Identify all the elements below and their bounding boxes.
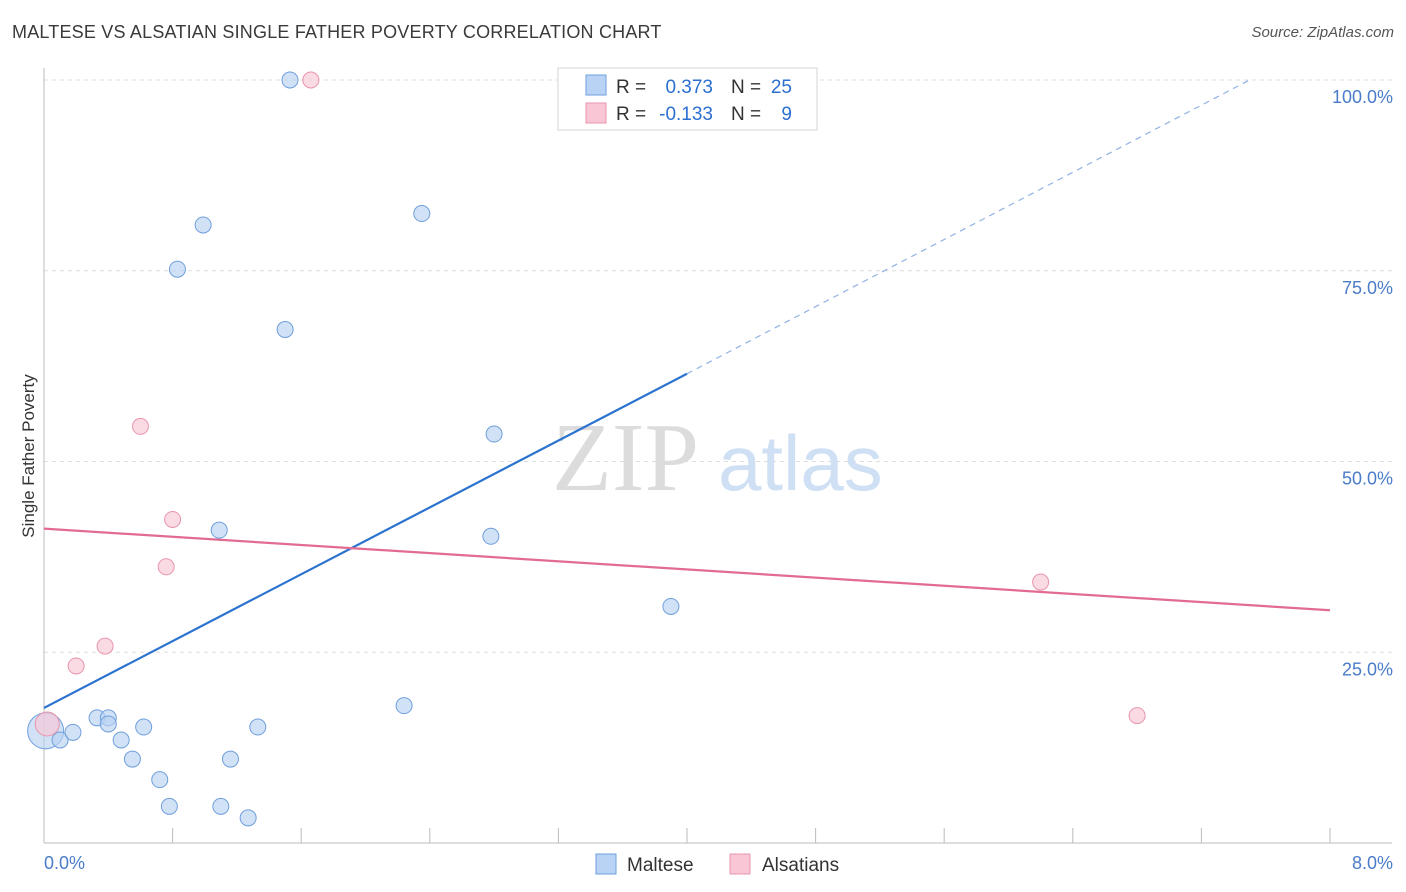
x-tick-label-min: 0.0% bbox=[44, 853, 85, 873]
bottom-legend-label-alsatians: Alsatians bbox=[762, 855, 839, 876]
correlation-legend: R = 0.373 N = 25 R = -0.133 N = 9 bbox=[557, 67, 818, 131]
bottom-legend-swatch-maltese bbox=[595, 853, 617, 875]
point-maltese-23 bbox=[485, 425, 503, 443]
legend-n-label-maltese: N = bbox=[731, 77, 761, 98]
point-alsatians-2 bbox=[96, 637, 114, 655]
point-maltese-2 bbox=[64, 723, 82, 741]
point-maltese-14 bbox=[221, 750, 239, 768]
point-maltese-17 bbox=[249, 718, 267, 736]
point-maltese-9 bbox=[151, 771, 169, 789]
y-tick-label: 100.0% bbox=[1332, 87, 1393, 107]
point-maltese-21 bbox=[413, 205, 431, 223]
trend-line-alsatians bbox=[43, 527, 1331, 612]
watermark-zip: ZIP bbox=[552, 404, 699, 512]
bottom-legend-swatch-alsatians bbox=[729, 853, 751, 875]
point-alsatians-8 bbox=[1128, 707, 1146, 725]
point-alsatians-5 bbox=[164, 510, 182, 528]
y-tick-label: 75.0% bbox=[1342, 278, 1393, 298]
point-maltese-16 bbox=[239, 809, 257, 827]
y-tick-label: 50.0% bbox=[1342, 469, 1393, 489]
y-tick-label: 25.0% bbox=[1342, 659, 1393, 679]
point-maltese-20 bbox=[395, 697, 413, 715]
point-maltese-24 bbox=[662, 597, 680, 615]
point-maltese-1 bbox=[51, 731, 69, 749]
series-legend: Maltese Alsatians bbox=[595, 853, 839, 876]
legend-r-label-alsatians: R = bbox=[616, 104, 646, 125]
data-points bbox=[27, 71, 1146, 827]
trend-line-maltese-extension bbox=[686, 79, 1250, 375]
watermark: ZIP atlas bbox=[552, 404, 883, 512]
legend-swatch-alsatians bbox=[585, 102, 607, 124]
point-alsatians-3 bbox=[131, 417, 149, 435]
legend-swatch-maltese bbox=[585, 74, 607, 96]
legend-r-value-alsatians: -0.133 bbox=[659, 104, 713, 125]
point-alsatians-4 bbox=[157, 558, 175, 576]
point-alsatians-6 bbox=[302, 71, 320, 89]
point-maltese-19 bbox=[281, 71, 299, 89]
chart-title: MALTESE VS ALSATIAN SINGLE FATHER POVERT… bbox=[12, 22, 662, 42]
bottom-legend-label-maltese: Maltese bbox=[627, 855, 694, 876]
point-maltese-15 bbox=[212, 797, 230, 815]
legend-r-label-maltese: R = bbox=[616, 77, 646, 98]
watermark-atlas: atlas bbox=[718, 419, 883, 507]
point-maltese-22 bbox=[482, 527, 500, 545]
point-maltese-7 bbox=[123, 750, 141, 768]
point-maltese-11 bbox=[168, 260, 186, 278]
point-maltese-12 bbox=[194, 216, 212, 234]
legend-n-label-alsatians: N = bbox=[731, 104, 761, 125]
x-tick-label-max: 8.0% bbox=[1352, 853, 1393, 873]
legend-r-value-maltese: 0.373 bbox=[665, 77, 713, 98]
point-maltese-5 bbox=[99, 715, 117, 733]
legend-n-value-maltese: 25 bbox=[771, 77, 792, 98]
point-alsatians-0 bbox=[34, 711, 60, 737]
point-maltese-13 bbox=[210, 521, 228, 539]
point-alsatians-7 bbox=[1032, 573, 1050, 591]
gridlines bbox=[44, 79, 1392, 653]
point-maltese-10 bbox=[160, 797, 178, 815]
point-maltese-18 bbox=[276, 321, 294, 339]
point-maltese-6 bbox=[112, 731, 130, 749]
source-credit: Source: ZipAtlas.com bbox=[1251, 24, 1394, 41]
point-alsatians-1 bbox=[67, 657, 85, 675]
trend-line-maltese bbox=[43, 372, 688, 709]
point-maltese-8 bbox=[135, 718, 153, 736]
y-tick-labels: 100.0% 75.0% 50.0% 25.0% bbox=[1332, 87, 1393, 679]
legend-n-value-alsatians: 9 bbox=[781, 104, 792, 125]
y-axis-title: Single Father Poverty bbox=[19, 374, 38, 538]
trend-lines bbox=[43, 79, 1331, 709]
